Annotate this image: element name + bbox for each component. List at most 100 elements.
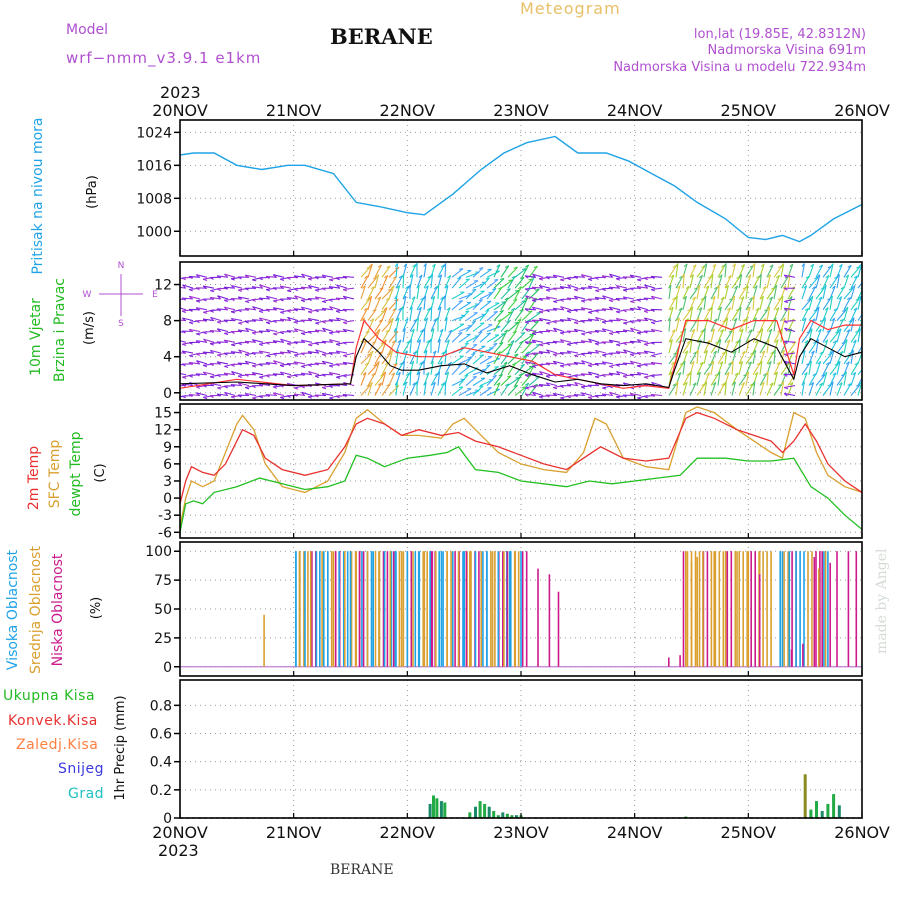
wind-arrow-head [524, 275, 529, 279]
wind-arrow-head [811, 286, 816, 290]
wind-arrow [773, 297, 782, 311]
wind-arrow-head [524, 288, 529, 292]
wind-arrow [266, 295, 278, 300]
wind-arrow [836, 318, 845, 332]
wind-arrow [500, 288, 511, 300]
wind-arrow-head [595, 317, 599, 321]
wind-arrow-head [251, 299, 256, 302]
wind-arrow [650, 275, 663, 278]
wind-arrow [857, 281, 862, 289]
wind-arrow [528, 352, 539, 365]
wind-arrow [486, 374, 497, 386]
wind-arrow [367, 276, 378, 289]
wind-arrow [493, 351, 502, 365]
wind-arrow [780, 263, 785, 278]
wind-arrow-head [496, 382, 501, 386]
wind-arrow [188, 393, 201, 397]
wind-arrow [451, 323, 465, 332]
wind-arrow-head [195, 287, 200, 291]
wind-arrow-head [650, 394, 655, 398]
wind-arrow-head [486, 364, 491, 367]
wind-arrow-head [446, 307, 451, 311]
wind-arrow [808, 382, 815, 396]
wind-arrow [766, 351, 775, 365]
wind-arrow-head [676, 317, 680, 322]
wind-arrow-head [567, 343, 572, 347]
wind-arrow [602, 393, 614, 397]
wind-arrow [472, 290, 485, 300]
wind-arrow [689, 319, 698, 332]
wind-arrow-head [594, 343, 600, 346]
wind-arrow-head [670, 274, 675, 279]
wind-arrow-head [314, 276, 319, 280]
wind-arrow [574, 361, 586, 365]
wind-arrow-head [335, 297, 340, 301]
wind-arrow-head [528, 278, 533, 281]
wind-arrow [388, 317, 394, 332]
wind-arrow-head [188, 328, 193, 333]
wind-arrow [259, 383, 271, 387]
wind-arrow-head [545, 309, 550, 313]
wind-arrow [507, 340, 515, 354]
wind-arrow [745, 383, 754, 396]
wind-arrow-head [244, 392, 249, 397]
wind-arrow-head [643, 330, 648, 334]
wind-arrow [458, 357, 472, 365]
wind-arrow-head [432, 350, 437, 354]
wind-arrow-head [314, 394, 319, 398]
wind-arrow-head [216, 328, 221, 332]
wind-arrow-head [739, 360, 743, 365]
wind-arrow [752, 307, 760, 321]
wind-arrow-head [819, 351, 824, 355]
wind-arrow-head [328, 332, 334, 335]
wind-arrow-head [524, 341, 529, 345]
wind-arrow [437, 329, 444, 343]
wind-arrow [500, 279, 513, 289]
y-tick-label: 3 [163, 474, 172, 490]
wind-arrow [822, 352, 833, 365]
wind-arrow [822, 275, 830, 289]
wind-arrow-head [825, 361, 830, 366]
wind-arrow-head [609, 273, 613, 278]
wind-arrow-head [464, 374, 469, 377]
wind-arrow [717, 296, 725, 311]
wind-arrow-head [831, 285, 836, 289]
wind-arrow [360, 384, 371, 396]
wind-arrow-head [430, 328, 435, 332]
wind-arrow [210, 316, 222, 322]
wind-arrow [308, 317, 320, 322]
wind-arrow [224, 273, 236, 278]
wind-arrow-head [508, 279, 513, 282]
wind-arrow [703, 276, 712, 289]
wind-arrow [836, 373, 846, 386]
wind-arrow-head [175, 366, 179, 367]
wind-arrow-head [308, 311, 313, 314]
bottom-date-label: 24NOV [607, 823, 663, 842]
wind-arrow [553, 392, 565, 397]
wind-arrow-head [538, 331, 543, 334]
wind-arrow [388, 372, 396, 386]
wind-arrow [360, 353, 372, 365]
wind-arrow [703, 295, 707, 310]
wind-arrow [507, 266, 518, 278]
wind-arrow-head [643, 395, 648, 399]
wind-arrow-head [445, 371, 450, 376]
wind-arrow [224, 339, 236, 343]
wind-arrow-head [805, 275, 810, 279]
wind-arrow [210, 349, 222, 354]
wind-arrow [196, 340, 208, 343]
wind-arrow-head [650, 361, 655, 366]
wind-arrow-head [531, 352, 536, 356]
wind-arrow-head [601, 275, 606, 279]
wind-arrow [430, 274, 434, 289]
wind-arrow [458, 374, 469, 386]
wind-arrow [682, 340, 691, 354]
wind-arrow-head [745, 371, 750, 376]
wind-arrow-head [594, 395, 599, 398]
wind-arrow [367, 308, 377, 321]
wind-arrow-head [503, 329, 508, 333]
wind-arrow [710, 306, 713, 321]
wind-arrow [528, 265, 538, 278]
wind-arrow [231, 276, 243, 280]
temp-dewpoint-line [179, 445, 863, 533]
